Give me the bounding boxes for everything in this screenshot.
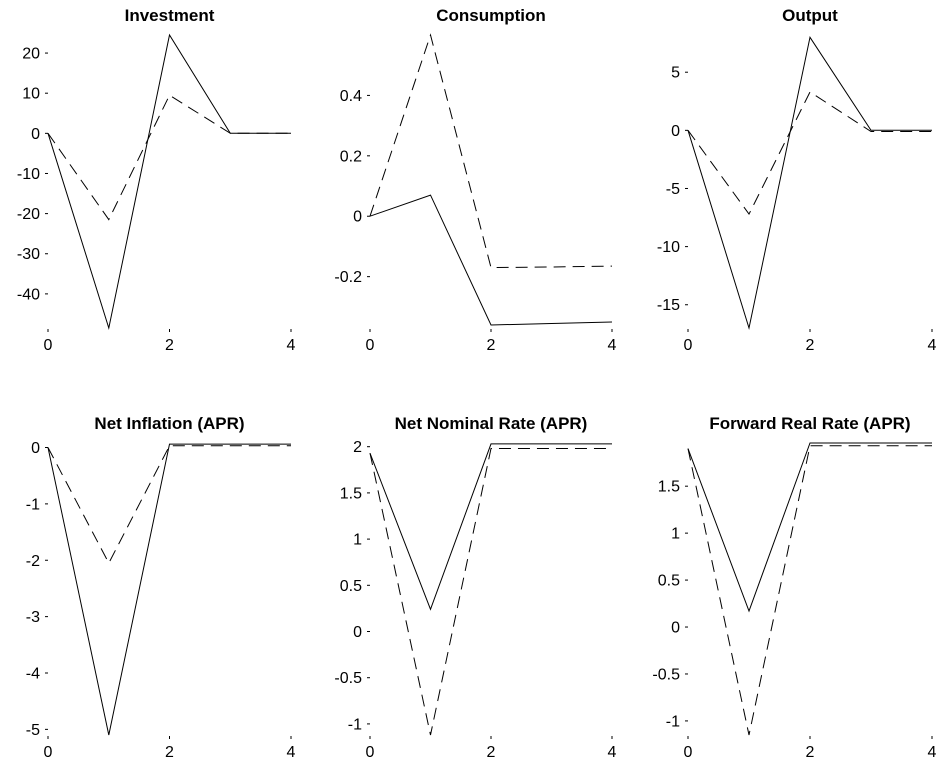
dashed-series-line	[47, 94, 291, 221]
x-tick-label: 0	[366, 744, 375, 761]
chart-title: Investment	[125, 6, 215, 25]
y-tick-label: -30	[17, 246, 40, 263]
dashed-series-line	[687, 91, 932, 216]
chart-title: Forward Real Rate (APR)	[709, 414, 910, 433]
y-tick-label: -1	[666, 713, 680, 730]
y-tick-label: 0	[671, 620, 680, 637]
y-tick-label: 2	[353, 439, 362, 456]
dashed-series-line	[47, 445, 291, 565]
y-tick-label: -1	[348, 716, 362, 733]
x-tick-label: 4	[608, 337, 617, 354]
x-tick-label: 4	[608, 744, 617, 761]
y-tick-label: -2	[26, 553, 40, 570]
chart-panel: Consumption 0.4 0.2 0 -0.2 0 2 4	[334, 6, 616, 354]
chart-title: Net Nominal Rate (APR)	[395, 414, 588, 433]
y-tick-label: -0.2	[334, 269, 362, 286]
chart-title: Consumption	[436, 6, 546, 25]
y-tick-label: 0	[353, 209, 362, 226]
y-tick-label: 10	[22, 86, 40, 103]
x-tick-label: 2	[487, 337, 496, 354]
y-tick-label: 5	[671, 65, 680, 82]
chart-title: Output	[782, 6, 838, 25]
solid-series-line	[369, 194, 613, 326]
chart-panel: Output 5 0 -5 -10 -15 0 2 4	[657, 6, 937, 354]
dashed-series-line	[369, 33, 613, 269]
x-tick-label: 4	[928, 744, 937, 761]
x-tick-label: 2	[806, 337, 815, 354]
solid-series-line	[47, 33, 291, 330]
y-tick-label: 0	[671, 123, 680, 140]
solid-series-line	[687, 442, 932, 613]
x-tick-label: 2	[165, 337, 174, 354]
chart-title: Net Inflation (APR)	[94, 414, 244, 433]
solid-series-line	[687, 36, 932, 330]
y-tick-label: -10	[17, 166, 40, 183]
y-tick-label: 1	[671, 526, 680, 543]
x-tick-label: 4	[928, 337, 937, 354]
y-tick-label: 0.4	[340, 88, 362, 105]
chart-panel: Investment 20 10 0 -10 -20 -30 -40 0 2 4	[17, 6, 296, 354]
y-tick-label: 1	[353, 532, 362, 549]
x-tick-label: 4	[287, 744, 296, 761]
x-tick-label: 2	[165, 744, 174, 761]
y-tick-label: 20	[22, 46, 40, 63]
y-tick-label: -10	[657, 239, 680, 256]
solid-series-line	[47, 443, 291, 736]
x-tick-label: 0	[684, 337, 693, 354]
y-tick-label: 1.5	[658, 479, 680, 496]
y-tick-label: 0.2	[340, 148, 362, 165]
y-tick-label: -5	[26, 722, 40, 739]
y-tick-label: -20	[17, 206, 40, 223]
dashed-series-line	[369, 448, 612, 736]
x-tick-label: 2	[487, 744, 496, 761]
y-tick-label: 0.5	[340, 578, 362, 595]
y-tick-label: -40	[17, 286, 40, 303]
y-tick-label: -4	[26, 665, 40, 682]
x-tick-label: 0	[44, 337, 53, 354]
chart-panel: Forward Real Rate (APR)1.510.50-0.5-10 2 4	[652, 414, 936, 761]
x-tick-label: 0	[44, 744, 53, 761]
solid-series-line	[369, 443, 612, 611]
y-tick-label: -15	[657, 297, 680, 314]
y-tick-label: 0	[353, 624, 362, 641]
y-tick-label: -0.5	[334, 670, 362, 687]
y-tick-label: 0.5	[658, 573, 680, 590]
y-tick-label: 0	[31, 126, 40, 143]
dashed-series-line	[687, 445, 932, 736]
y-tick-label: -3	[26, 609, 40, 626]
x-tick-label: 2	[806, 744, 815, 761]
x-tick-label: 0	[366, 337, 375, 354]
y-tick-label: -1	[26, 496, 40, 513]
y-tick-label: -5	[666, 181, 680, 198]
chart-panel: Net Nominal Rate (APR)21.510.50-0.5-10 2 4	[334, 414, 616, 761]
y-tick-label: -0.5	[652, 666, 680, 683]
x-tick-label: 0	[684, 744, 693, 761]
x-tick-label: 4	[287, 337, 296, 354]
chart-panel: Net Inflation (APR)0-1-2-3-4-50 2 4	[26, 414, 296, 761]
y-tick-label: 1.5	[340, 485, 362, 502]
y-tick-label: 0	[31, 440, 40, 457]
